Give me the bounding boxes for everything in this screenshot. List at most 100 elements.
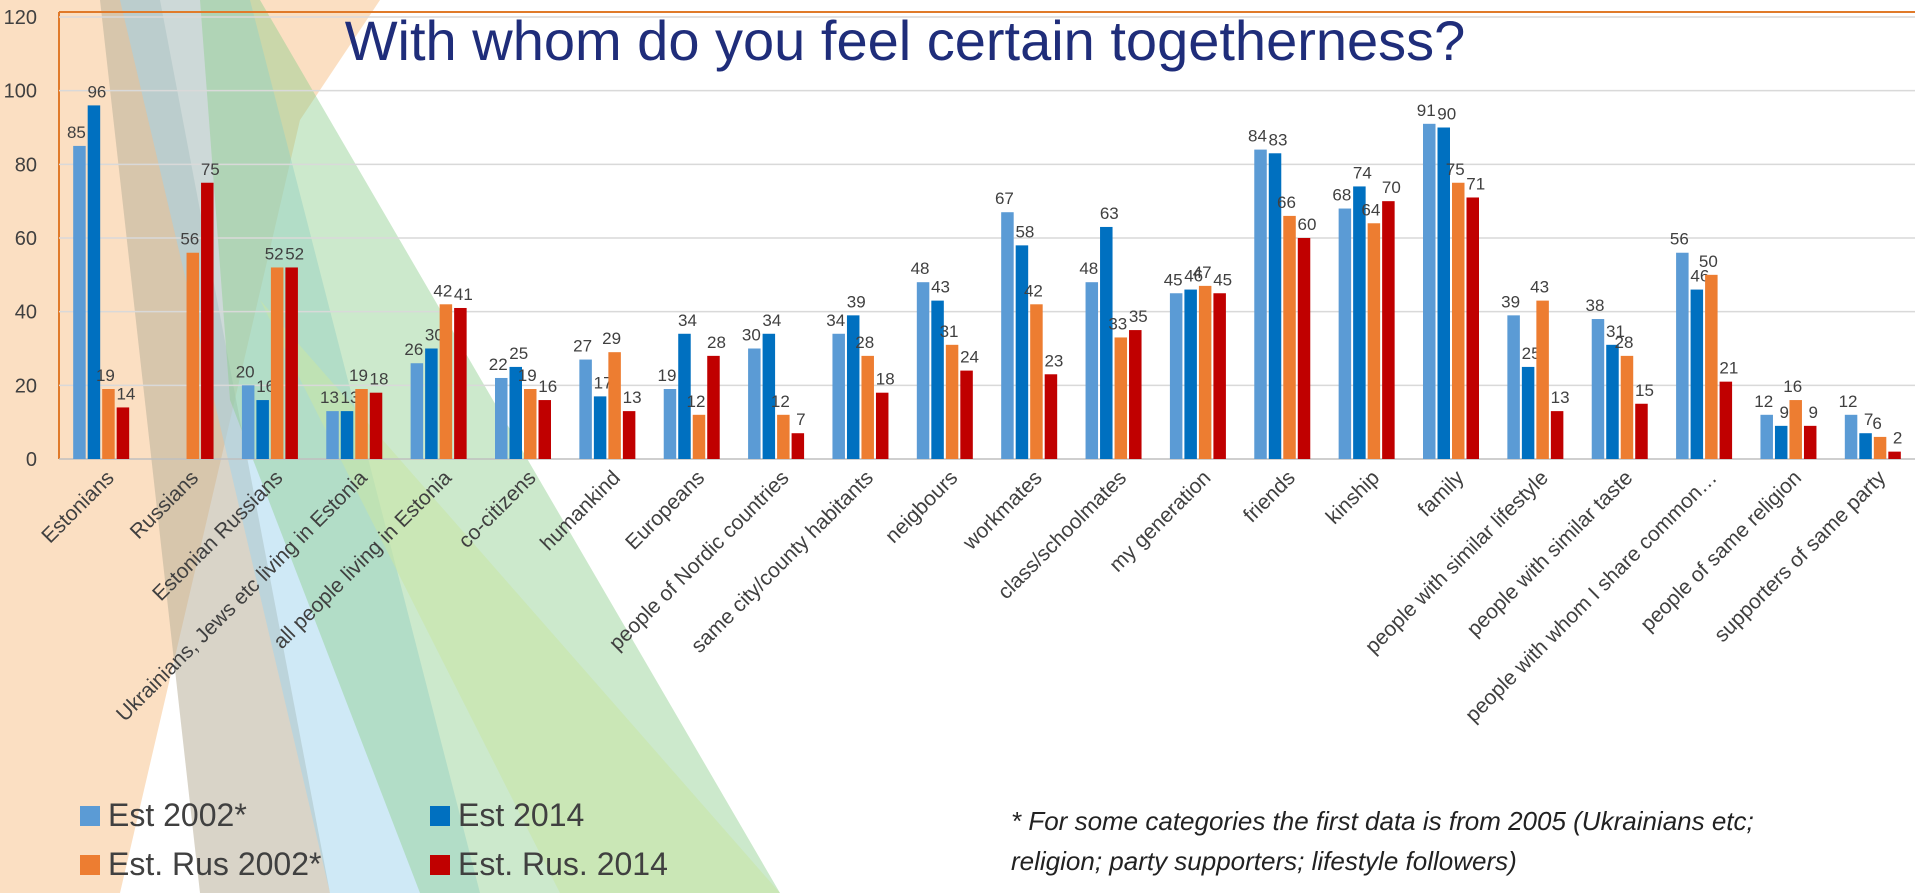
bar <box>1551 411 1564 459</box>
value-label: 19 <box>518 366 537 385</box>
bar <box>1888 452 1901 459</box>
value-label: 29 <box>602 329 621 348</box>
value-label: 22 <box>489 355 508 374</box>
value-label: 34 <box>678 311 697 330</box>
value-label: 28 <box>855 333 874 352</box>
x-tick-label: same city/county habitants <box>687 466 878 657</box>
value-label: 34 <box>826 311 845 330</box>
value-label: 28 <box>1615 333 1634 352</box>
bar <box>440 304 453 459</box>
page: With whom do you feel certain togetherne… <box>0 0 1915 893</box>
bar <box>1254 150 1267 459</box>
bar <box>242 385 255 459</box>
bar <box>1339 209 1352 459</box>
bar <box>1676 253 1689 459</box>
bar <box>454 308 467 459</box>
bar <box>326 411 339 459</box>
bar <box>1213 293 1226 459</box>
legend-label: Est. Rus. 2014 <box>458 846 668 882</box>
value-label: 18 <box>370 370 389 389</box>
value-label: 15 <box>1635 381 1654 400</box>
value-label: 45 <box>1213 270 1232 289</box>
value-label: 50 <box>1699 252 1718 271</box>
bar <box>425 349 438 460</box>
value-label: 34 <box>762 311 781 330</box>
value-label: 75 <box>201 160 220 179</box>
value-label: 47 <box>1193 263 1212 282</box>
x-tick-label: people with similar taste <box>1463 466 1638 641</box>
bar <box>1030 304 1043 459</box>
value-label: 28 <box>707 333 726 352</box>
bar <box>1199 286 1212 459</box>
value-label: 13 <box>1551 388 1570 407</box>
bar <box>201 183 214 459</box>
bar <box>524 389 537 459</box>
value-label: 48 <box>1079 259 1098 278</box>
chart-title: With whom do you feel certain togetherne… <box>345 9 1466 72</box>
x-tick-label: friends <box>1239 466 1300 527</box>
value-label: 30 <box>742 326 761 345</box>
bar <box>1760 415 1773 459</box>
bar <box>1705 275 1718 459</box>
value-label: 68 <box>1332 186 1351 205</box>
value-label: 43 <box>931 278 950 297</box>
value-label: 56 <box>1670 230 1689 249</box>
value-label: 21 <box>1719 359 1738 378</box>
value-label: 23 <box>1044 351 1063 370</box>
x-tick-label: kinship <box>1322 466 1384 528</box>
bar <box>88 105 101 459</box>
value-label: 67 <box>995 189 1014 208</box>
bar <box>1115 337 1128 459</box>
bar <box>1170 293 1183 459</box>
chart: With whom do you feel certain togetherne… <box>0 0 1915 893</box>
y-tick-label: 40 <box>15 302 37 324</box>
bar <box>1507 315 1520 459</box>
value-label: 43 <box>1530 278 1549 297</box>
value-label: 7 <box>796 410 805 429</box>
x-tick-label: family <box>1413 466 1468 521</box>
bar <box>707 356 720 459</box>
footnote: * For some categories the first data is … <box>1011 806 1754 836</box>
x-tick-label: people of same religion <box>1636 466 1806 636</box>
x-tick-label: Europeans <box>621 466 709 554</box>
legend-swatch <box>430 806 450 826</box>
bar <box>1283 216 1296 459</box>
bar <box>1045 374 1058 459</box>
y-tick-label: 0 <box>26 449 37 471</box>
bar <box>594 396 607 459</box>
bar <box>1691 290 1704 459</box>
bar <box>1536 301 1549 459</box>
bar <box>285 267 298 459</box>
bar <box>73 146 86 459</box>
bar <box>876 393 889 459</box>
bar <box>1775 426 1788 459</box>
bar <box>832 334 845 459</box>
value-label: 20 <box>236 362 255 381</box>
value-label: 19 <box>658 366 677 385</box>
bar <box>1874 437 1887 459</box>
value-label: 42 <box>1024 281 1043 300</box>
bar <box>341 411 354 459</box>
y-tick-label: 20 <box>15 375 37 397</box>
value-label: 48 <box>911 259 930 278</box>
x-tick-label: neigbours <box>881 466 962 547</box>
bar <box>1129 330 1142 459</box>
bar <box>411 363 424 459</box>
value-label: 84 <box>1248 127 1267 146</box>
value-label: 19 <box>349 366 368 385</box>
bar <box>1016 245 1029 459</box>
y-tick-label: 120 <box>4 7 37 29</box>
bar <box>861 356 874 459</box>
bar <box>579 360 592 459</box>
value-label: 2 <box>1893 429 1902 448</box>
value-label: 42 <box>433 281 452 300</box>
legend-label: Est 2002* <box>108 797 247 833</box>
bar <box>1353 186 1366 459</box>
y-tick-label: 60 <box>15 228 37 250</box>
value-label: 39 <box>847 292 866 311</box>
bar <box>539 400 552 459</box>
x-tick-label: workmates <box>958 466 1047 555</box>
bar <box>117 407 130 459</box>
value-label: 6 <box>1872 414 1881 433</box>
bar <box>1804 426 1817 459</box>
